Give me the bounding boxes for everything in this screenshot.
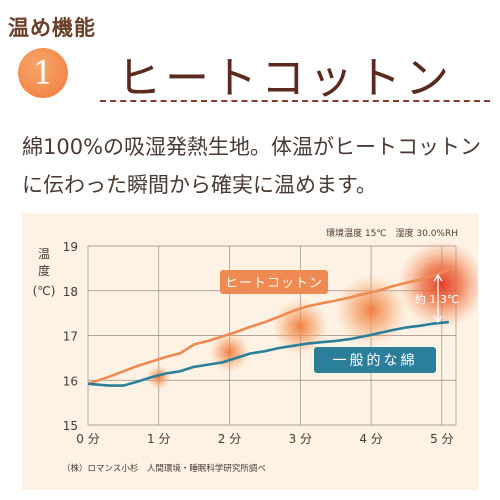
difference-annotation: 約 1.3℃	[415, 273, 459, 324]
chart-canvas: 環境温度 15℃ 湿度 30.0%RH 温 度 (℃) 15 16 17 18 19 0 …	[33, 227, 478, 474]
chart-conditions: 環境温度 15℃ 湿度 30.0%RH	[326, 227, 458, 239]
x-tick-label-5: 5 分	[430, 432, 453, 446]
legend-regular-cotton-box	[314, 347, 436, 373]
legend-regular-cotton-label: 一般的な綿	[333, 353, 418, 369]
series-line-0	[87, 268, 450, 386]
warmth-glow-3	[335, 274, 408, 347]
description-text: 綿100%の吸湿発熱生地。体温がヒートコットンに伝わった瞬間から確実に温めます。	[22, 135, 482, 197]
y-axis-title-1: 温	[38, 247, 50, 261]
y-tick-label-1: 16	[63, 374, 78, 388]
axis-ticks: 15 16 17 18 19 0 分 1 分 2 分 3 分 4 分 5 分	[63, 240, 454, 446]
difference-label: 約 1.3℃	[415, 292, 459, 306]
y-tick-label-4: 19	[63, 240, 78, 254]
series-line-1	[87, 320, 450, 387]
y-axis-unit: (℃)	[33, 284, 56, 298]
source-note: （株）ロマンス小杉 人間環境・睡眠科学研究所調べ	[62, 463, 266, 474]
x-tick-label-2: 2 分	[218, 432, 241, 446]
x-tick-label-3: 3 分	[289, 432, 312, 446]
legend-regular-cotton: 一般的な綿	[314, 347, 436, 373]
difference-arrow-head-bottom	[433, 315, 443, 324]
warmth-glows	[146, 240, 478, 390]
temperature-chart: 環境温度 15℃ 湿度 30.0%RH 温 度 (℃) 15 16 17 18 19 0 …	[22, 213, 478, 490]
headline: ヒートコットン	[117, 53, 453, 104]
legend-heat-cotton: ヒートコットン	[220, 270, 328, 294]
x-tick-label-4: 4 分	[359, 432, 382, 446]
y-tick-label-3: 18	[63, 285, 78, 299]
dashed-divider	[100, 100, 490, 102]
warmth-glow-0	[146, 365, 171, 390]
y-axis-title-2: 度	[38, 263, 50, 278]
legend-heat-cotton-box	[220, 270, 328, 294]
feature-number-badge: 1	[18, 48, 68, 98]
y-tick-label-2: 17	[63, 330, 78, 344]
difference-arrow-head-top	[433, 273, 443, 282]
legend-heat-cotton-label: ヒートコットン	[225, 276, 323, 291]
x-tick-label-0: 0 分	[76, 432, 99, 446]
x-tick-label-1: 1 分	[147, 432, 170, 446]
y-tick-label-0: 15	[63, 419, 78, 433]
section-label: 温め機能	[8, 16, 96, 40]
warmth-glow-2	[272, 298, 329, 355]
series-lines	[87, 268, 450, 387]
